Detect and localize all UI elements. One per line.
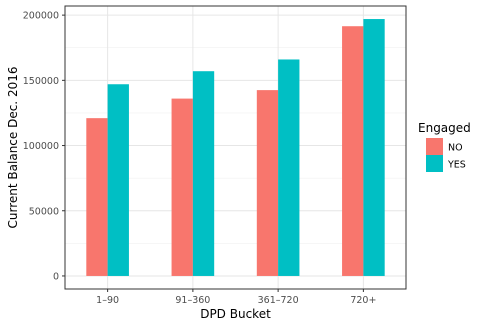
x-tick-label: 720+ <box>350 295 376 306</box>
y-tick-label: 200000 <box>23 11 59 22</box>
bar-yes-1 <box>107 84 129 276</box>
x-axis-title: DPD Bucket <box>200 307 271 321</box>
bar-yes-3 <box>278 59 300 276</box>
bar-yes-4 <box>363 19 385 276</box>
y-axis-title: Current Balance Dec. 2016 <box>6 67 20 229</box>
legend-title: Engaged <box>418 121 471 135</box>
legend: Engaged NO YES <box>418 121 471 172</box>
bars <box>86 19 385 276</box>
y-tick-label: 150000 <box>23 76 59 87</box>
y-tick-label: 50000 <box>29 206 59 217</box>
legend-key-yes <box>426 155 443 172</box>
x-tick-label: 91–360 <box>175 295 210 306</box>
plot-panel-border <box>64 5 407 290</box>
x-tick-label: 361–720 <box>258 295 299 306</box>
bar-no-4 <box>342 26 364 276</box>
axes: 0 50000 100000 150000 200000 1–90 91–360 361–72… <box>23 11 377 306</box>
y-tick-label: 100000 <box>23 141 59 152</box>
y-tick-label: 0 <box>53 271 59 282</box>
legend-items: NO YES <box>426 138 466 172</box>
legend-key-no <box>426 138 443 155</box>
bar-no-2 <box>171 98 193 276</box>
bar-no-3 <box>256 90 279 276</box>
bar-yes-2 <box>192 71 215 276</box>
bar-no-1 <box>86 118 108 276</box>
legend-label-no: NO <box>448 143 463 154</box>
x-tick-label: 1–90 <box>96 295 119 306</box>
legend-label-yes: YES <box>447 160 466 171</box>
